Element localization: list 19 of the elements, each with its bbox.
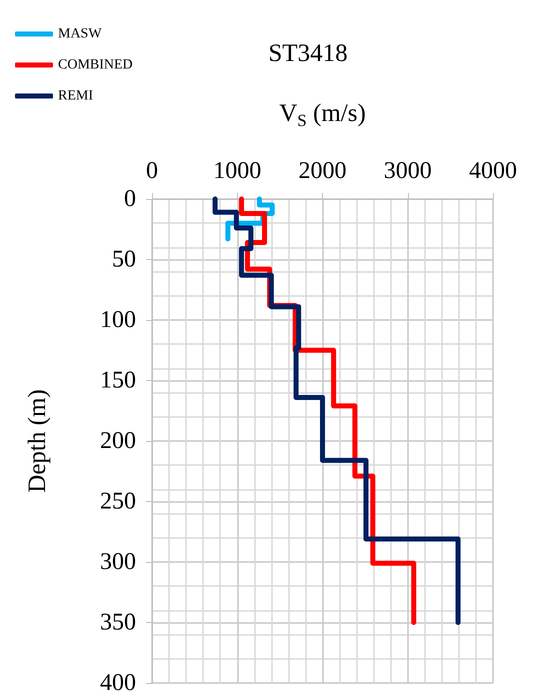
y-tick-label: 400	[100, 670, 136, 696]
y-tick-label: 150	[100, 368, 136, 394]
chart-title: ST3418	[268, 40, 348, 67]
x-tick-label: 4000	[469, 158, 517, 184]
x-tick-label: 1000	[213, 158, 262, 184]
legend-label: COMBINED	[58, 58, 133, 72]
y-tick-label: 350	[100, 610, 136, 636]
legend-label: REMI	[58, 88, 94, 104]
y-tick-label: 250	[100, 488, 136, 514]
y-axis-title: Depth (m)	[24, 389, 51, 493]
y-tick-label: 300	[100, 549, 136, 575]
x-tick-label: 2000	[298, 158, 346, 184]
x-tick-label: 3000	[384, 158, 432, 184]
y-tick-label: 50	[112, 246, 136, 272]
x-tick-label: 0	[146, 158, 158, 184]
y-tick-label: 200	[100, 428, 136, 454]
y-tick-label: 0	[124, 186, 136, 212]
y-tick-label: 100	[100, 307, 136, 333]
legend-label: MASW	[58, 26, 102, 42]
